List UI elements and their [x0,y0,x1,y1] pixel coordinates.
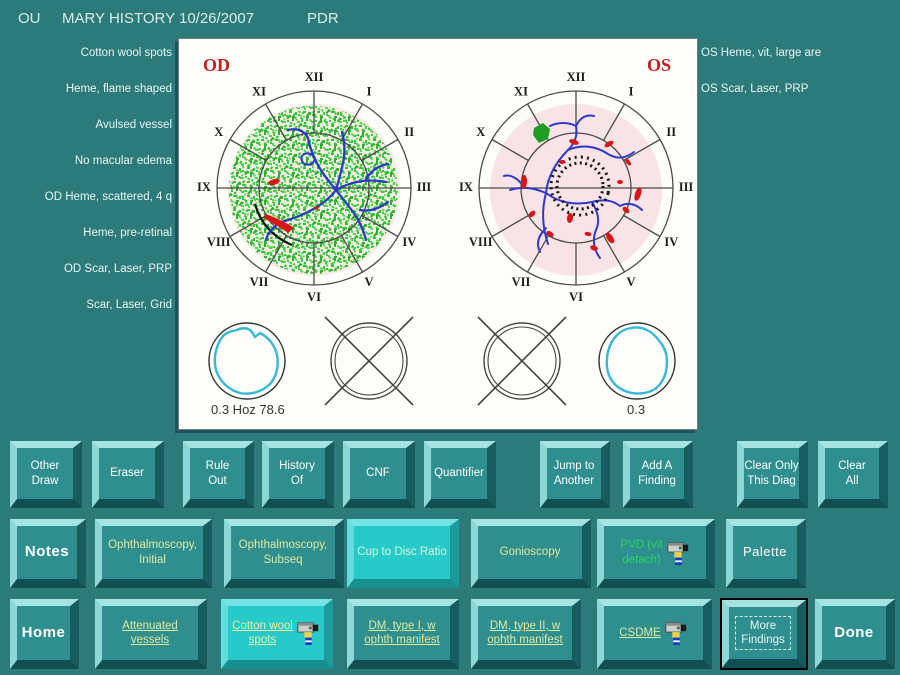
svg-text:III: III [679,180,694,194]
more-findings-button[interactable]: More Findings [722,600,806,668]
od-cup-outline [213,327,279,395]
list-item[interactable]: Cotton wool spots [80,47,172,59]
rule-out-button[interactable]: Rule Out [183,441,254,508]
os-cup-outline [605,326,669,395]
cup-to-disc-ratio-button[interactable]: Cup to Disc Ratio [347,519,459,588]
svg-text:I: I [367,85,372,99]
os-clock-numerals: XII I II III IV V VI VII VIII IX X XI [459,70,693,304]
svg-text:VI: VI [569,290,583,304]
palette-button[interactable]: Palette [726,519,806,588]
laterality-label: OU [18,10,41,27]
notes-button[interactable]: Notes [10,519,86,588]
svg-text:IV: IV [402,235,416,249]
svg-text:II: II [404,125,414,139]
done-button[interactable]: Done [815,599,895,669]
camera-icon [666,541,688,565]
od-cup-disc-diagram[interactable] [201,315,293,407]
svg-text:VIII: VIII [207,235,231,249]
list-item[interactable]: OS Heme, vit, large are [701,47,822,59]
list-item[interactable]: Avulsed vessel [95,119,173,131]
clear-only-this-diag-button[interactable]: Clear Only This Diag [737,441,808,508]
dm-type-2-button[interactable]: DM, type II, w ophth manifest [471,599,581,669]
svg-text:V: V [364,275,373,289]
camera-icon [665,622,686,645]
os-hemorrhages [520,139,642,251]
pvd-vit-detach-button[interactable]: PVD (vit detach) [597,519,715,588]
quantifier-button[interactable]: Quantifier [424,441,496,508]
left-findings-list: Cotton wool spots Heme, flame shaped Avu… [0,35,172,323]
cnf-button[interactable]: CNF [343,441,415,508]
top-bar: OU MARY HISTORY 10/26/2007 PDR [0,0,900,38]
svg-text:VI: VI [307,290,321,304]
os-eye-label: OS [646,55,671,75]
clock-grid [478,90,674,286]
ophthalmoscopy-initial-button[interactable]: Ophthalmoscopy, Initial [95,519,212,588]
svg-text:XII: XII [567,70,586,84]
clear-all-button[interactable]: Clear All [818,441,888,508]
svg-text:XII: XII [305,70,324,84]
svg-text:XI: XI [514,85,528,99]
os-vessels [503,114,643,259]
eraser-button[interactable]: Eraser [92,441,164,508]
page-title: MARY HISTORY 10/26/2007 [62,10,255,27]
od-eye-label: OD [203,55,230,75]
svg-text:VII: VII [512,275,531,289]
list-item[interactable]: Heme, flame shaped [65,83,172,95]
csdme-button[interactable]: CSDME [597,599,712,669]
od-clock-numerals: XII I II III IV V VI VII VIII IX X XI [197,70,431,304]
ophthalmoscopy-subseq-button[interactable]: Ophthalmoscopy, Subseq [224,519,344,588]
cotton-wool-spots-button[interactable]: Cotton wool spots [221,599,333,669]
other-draw-button[interactable]: Other Draw [10,441,82,508]
os-retina-diagram[interactable]: XII I II III IV V VI VII VIII IX X XI [456,68,696,308]
list-item[interactable]: OD Heme, scattered, 4 q [44,191,172,203]
list-item[interactable]: OD Scar, Laser, PRP [63,263,172,275]
cup-disc-unused-2[interactable] [476,315,568,407]
diagnosis-label: PDR [307,10,339,27]
svg-text:IX: IX [197,180,211,194]
os-fundus-background [490,104,662,276]
svg-text:VII: VII [250,275,269,289]
os-macular-laser-ring [549,155,611,217]
history-of-button[interactable]: History Of [262,441,334,508]
os-cup-disc-diagram[interactable] [591,315,683,407]
list-item[interactable]: OS Scar, Laser, PRP [701,83,809,95]
attenuated-vessels-button[interactable]: Attenuated vessels [95,599,207,669]
retina-chart-panel: OD OS [178,38,698,430]
od-laser-scar-field [228,104,400,276]
list-item[interactable]: Heme, pre-retinal [83,227,172,239]
svg-text:XI: XI [252,85,266,99]
os-green-marking [533,123,550,143]
camera-icon [297,622,319,645]
dm-type-1-button[interactable]: DM, type I, w ophth manifest [347,599,459,669]
jump-to-another-button[interactable]: Jump to Another [540,441,610,508]
add-a-finding-button[interactable]: Add A Finding [623,441,693,508]
svg-text:III: III [417,180,432,194]
svg-text:X: X [476,125,485,139]
svg-text:X: X [214,125,223,139]
svg-text:IX: IX [459,180,473,194]
svg-text:II: II [666,125,676,139]
svg-text:VIII: VIII [469,235,493,249]
svg-text:V: V [626,275,635,289]
cup-disc-unused-1[interactable] [323,315,415,407]
svg-text:I: I [629,85,634,99]
svg-text:IV: IV [664,235,678,249]
od-cup-disc-value: 0.3 Hoz 78.6 [211,402,285,417]
clock-grid [216,90,412,286]
od-retina-diagram[interactable]: XII I II III IV V VI VII VIII IX X XI [194,68,434,308]
os-cup-disc-value: 0.3 [627,402,646,417]
list-item[interactable]: Scar, Laser, Grid [86,299,172,311]
list-item[interactable]: No macular edema [74,155,172,167]
home-button[interactable]: Home [10,599,79,669]
od-detachment-arc [253,203,293,247]
right-findings-list: OS Heme, vit, large are OS Scar, Laser, … [701,35,897,107]
od-hemorrhages [264,178,319,233]
gonioscopy-button[interactable]: Gonioscopy [471,519,591,588]
